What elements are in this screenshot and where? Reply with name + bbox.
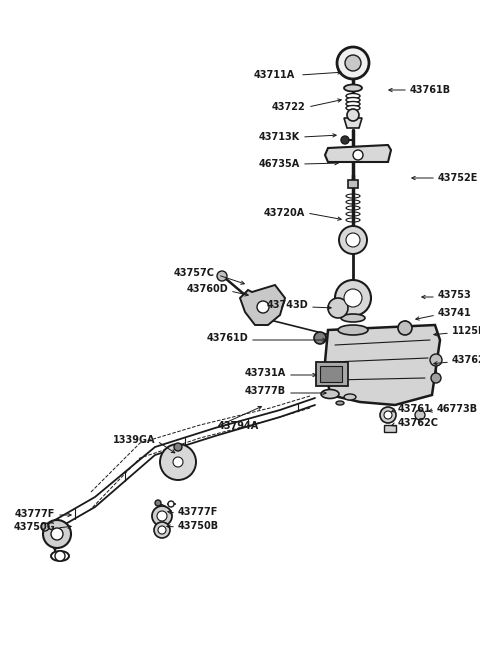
Polygon shape [325, 325, 440, 405]
Circle shape [398, 321, 412, 335]
Circle shape [335, 280, 371, 316]
Ellipse shape [51, 551, 69, 561]
Text: 43752E: 43752E [438, 173, 479, 183]
Circle shape [51, 528, 63, 540]
Circle shape [168, 501, 174, 507]
Text: 43761: 43761 [398, 404, 432, 414]
Ellipse shape [346, 105, 360, 111]
Polygon shape [325, 145, 391, 162]
Circle shape [154, 522, 170, 538]
Text: 43713K: 43713K [259, 132, 300, 142]
Circle shape [328, 298, 348, 318]
Circle shape [173, 457, 183, 467]
Text: 43777B: 43777B [245, 386, 286, 396]
Text: 43757C: 43757C [174, 268, 215, 278]
Circle shape [155, 500, 161, 506]
Circle shape [353, 150, 363, 160]
Text: 43750G: 43750G [13, 522, 55, 532]
Polygon shape [240, 285, 285, 325]
Text: 43741: 43741 [438, 308, 472, 318]
Ellipse shape [346, 98, 360, 102]
Text: 43760D: 43760D [186, 284, 228, 294]
Text: 43720A: 43720A [264, 208, 305, 218]
Circle shape [415, 410, 425, 420]
Circle shape [346, 233, 360, 247]
Circle shape [160, 444, 196, 480]
Polygon shape [344, 118, 362, 128]
Text: 1339GA: 1339GA [112, 435, 155, 445]
Text: 43762C: 43762C [398, 418, 439, 428]
Ellipse shape [346, 102, 360, 107]
Text: 43777F: 43777F [178, 507, 218, 517]
Text: 43762E: 43762E [452, 355, 480, 365]
Circle shape [345, 55, 361, 71]
Text: 43753: 43753 [438, 290, 472, 300]
Ellipse shape [346, 94, 360, 98]
Circle shape [339, 226, 367, 254]
Circle shape [257, 301, 269, 313]
Text: 43711A: 43711A [254, 70, 295, 80]
Ellipse shape [336, 401, 344, 405]
Ellipse shape [344, 84, 362, 92]
Bar [348, 180, 358, 188]
Circle shape [347, 109, 359, 121]
Text: 43743D: 43743D [266, 300, 308, 310]
Text: 43722: 43722 [271, 102, 305, 112]
Circle shape [217, 271, 227, 281]
Bar [316, 362, 348, 386]
Text: 1125KJ: 1125KJ [452, 326, 480, 336]
Circle shape [158, 526, 166, 534]
Circle shape [157, 511, 167, 521]
Ellipse shape [338, 325, 368, 335]
Circle shape [384, 411, 392, 419]
Circle shape [174, 443, 182, 451]
Circle shape [344, 289, 362, 307]
Text: 43731A: 43731A [245, 368, 286, 378]
Circle shape [337, 47, 369, 79]
Circle shape [43, 520, 71, 548]
Circle shape [430, 354, 442, 366]
Circle shape [341, 136, 349, 144]
Ellipse shape [341, 314, 365, 322]
Text: 43761D: 43761D [206, 333, 248, 343]
Ellipse shape [321, 390, 339, 398]
Circle shape [314, 332, 326, 344]
Text: 46773B: 46773B [437, 404, 478, 414]
Text: 46735A: 46735A [259, 159, 300, 169]
Bar [384, 425, 396, 432]
Circle shape [431, 373, 441, 383]
Circle shape [41, 523, 49, 531]
Circle shape [152, 506, 172, 526]
Text: 43761B: 43761B [410, 85, 451, 95]
Text: 43777F: 43777F [14, 509, 55, 519]
Circle shape [380, 407, 396, 423]
Circle shape [55, 551, 65, 561]
Text: 43750B: 43750B [178, 521, 219, 531]
Bar [320, 366, 342, 382]
Text: 43794A: 43794A [218, 421, 259, 431]
Ellipse shape [344, 394, 356, 400]
